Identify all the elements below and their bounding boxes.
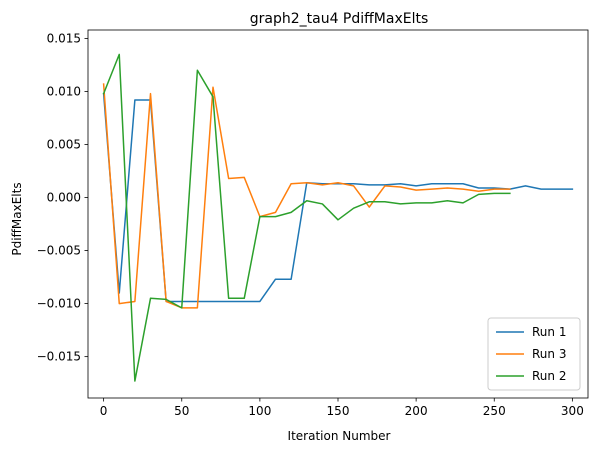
x-tick-label: 250 [483, 404, 506, 418]
y-tick-label: −0.005 [37, 244, 81, 258]
x-tick-label: 200 [405, 404, 428, 418]
y-tick-label: −0.010 [37, 297, 81, 311]
x-tick-label: 150 [327, 404, 350, 418]
x-axis: 0 50 100 150 200 250 300 [100, 398, 584, 418]
legend-label-run-3: Run 3 [532, 347, 566, 361]
x-tick-label: 50 [174, 404, 189, 418]
series-line-run-2 [102, 53, 511, 382]
legend-label-run-1: Run 1 [532, 325, 566, 339]
legend: Run 1 Run 3 Run 2 [487, 317, 581, 391]
y-tick-label: −0.015 [37, 350, 81, 364]
y-tick-label: 0.000 [47, 191, 81, 205]
legend-box [487, 317, 581, 391]
legend-label-run-2: Run 2 [532, 369, 566, 383]
x-axis-label: Iteration Number [288, 429, 391, 443]
x-tick-label: 100 [248, 404, 271, 418]
y-axis-label: PdiffMaxElts [10, 182, 24, 255]
plot-area [87, 29, 589, 399]
y-tick-label: 0.005 [47, 138, 81, 152]
y-axis: −0.015 −0.010 −0.005 0.000 0.005 0.010 0.015 [37, 31, 88, 364]
y-tick-label: 0.010 [47, 85, 81, 99]
series-line-run-3 [102, 83, 511, 309]
x-tick-label: 300 [561, 404, 584, 418]
chart-title: graph2_tau4 PdiffMaxElts [250, 11, 429, 27]
x-tick-label: 0 [100, 404, 108, 418]
y-tick-label: 0.015 [47, 31, 81, 45]
